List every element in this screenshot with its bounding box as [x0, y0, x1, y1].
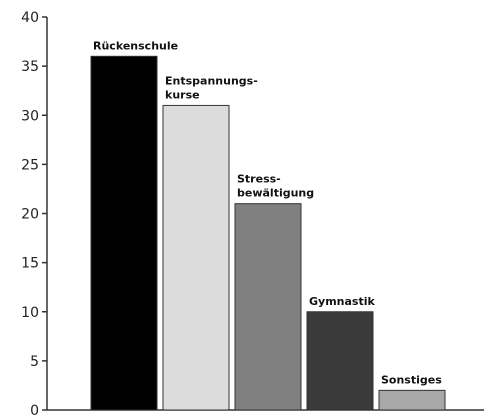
y-tick-label: 15: [21, 256, 39, 272]
y-tick-label: 30: [21, 108, 39, 124]
y-tick-label: 20: [21, 207, 39, 223]
y-tick-label: 0: [30, 403, 39, 419]
bar-label: Gymnastik: [309, 295, 375, 308]
bar-label: Rückenschule: [93, 39, 178, 52]
bar: [234, 203, 302, 411]
y-tick-label: 10: [21, 305, 39, 321]
bar-label: kurse: [165, 88, 200, 101]
bar-label: bewältigung: [237, 187, 314, 200]
y-tick-label: 5: [30, 354, 39, 370]
bar-label: Entspannungs-: [165, 74, 258, 87]
bar: [306, 311, 374, 411]
bar-label: Sonstiges: [381, 373, 442, 386]
y-tick-label: 25: [21, 157, 39, 173]
y-tick-label: 35: [21, 59, 39, 75]
bar-label: Stress-: [237, 173, 281, 186]
bars: [90, 55, 446, 411]
bar-labels: Rückenschule Entspannungs-kurse Stress-bew…: [93, 39, 442, 386]
bar: [90, 55, 158, 411]
bar: [378, 389, 446, 411]
bar: [162, 104, 230, 411]
y-tick-label: 40: [21, 10, 39, 26]
